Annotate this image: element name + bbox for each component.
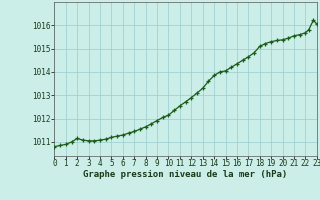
X-axis label: Graphe pression niveau de la mer (hPa): Graphe pression niveau de la mer (hPa) xyxy=(84,170,288,179)
